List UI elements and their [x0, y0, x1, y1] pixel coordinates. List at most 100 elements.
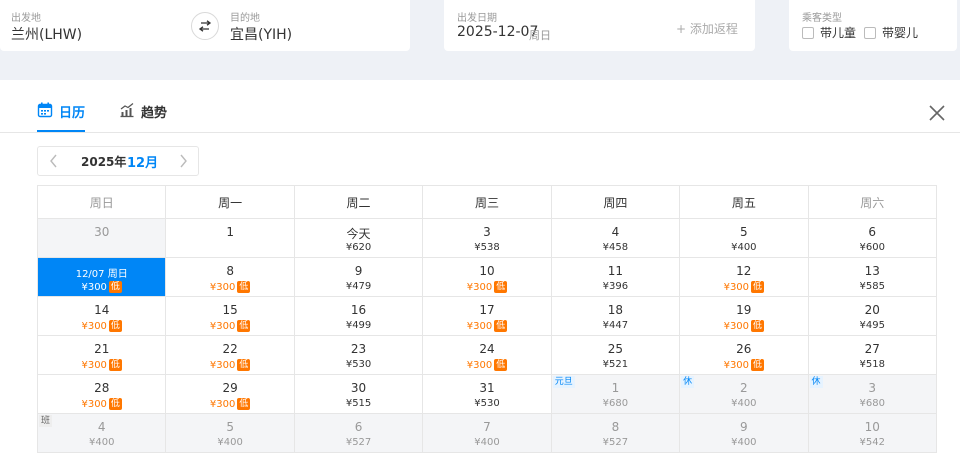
calendar-day-cell[interactable]: 14 ¥300 低: [38, 297, 167, 336]
calendar-day-cell[interactable]: 3 ¥538: [423, 219, 552, 258]
day-number: 16: [350, 303, 367, 317]
calendar-day-cell[interactable]: 10 ¥542: [808, 414, 937, 453]
price-value: ¥620: [345, 242, 372, 253]
tab-calendar[interactable]: 日历: [37, 102, 85, 132]
calendar-day-cell[interactable]: 5 ¥400: [680, 219, 809, 258]
calendar-day-cell[interactable]: 4 ¥458: [551, 219, 681, 258]
day-price: ¥300 低: [423, 359, 550, 371]
calendar-day-cell[interactable]: 8 ¥527: [551, 414, 681, 453]
calendar-day-cell[interactable]: 18 ¥447: [551, 297, 681, 336]
holiday-badge: 休: [681, 376, 695, 388]
infant-checkbox[interactable]: [864, 27, 876, 39]
calendar-icon: [37, 102, 53, 118]
calendar-day-cell[interactable]: 22 ¥300 低: [166, 336, 295, 375]
calendar-day-cell[interactable]: 13 ¥585: [808, 258, 937, 297]
day-price: ¥300 低: [423, 281, 550, 293]
day-price: ¥479: [295, 281, 422, 292]
day-price: ¥396: [552, 281, 679, 292]
day-price: ¥447: [552, 320, 679, 331]
calendar-day-cell[interactable]: 26 ¥300 低: [680, 336, 809, 375]
day-price: ¥530: [423, 398, 550, 409]
origin-field[interactable]: 出发地 兰州(LHW): [0, 0, 190, 51]
calendar-day-cell[interactable]: 30: [38, 219, 167, 258]
day-number: 28: [94, 381, 110, 395]
price-value: ¥600: [859, 242, 885, 253]
calendar-day-cell[interactable]: 7 ¥400: [423, 414, 552, 453]
calendar-day-cell[interactable]: 10 ¥300 低: [423, 258, 552, 297]
destination-field[interactable]: 目的地 宜昌(YIH): [219, 0, 409, 51]
calendar-day-cell[interactable]: 17 ¥300 低: [423, 297, 552, 336]
calendar-day-cell[interactable]: 24 ¥300 低: [423, 336, 552, 375]
calendar-day-cell[interactable]: 9 ¥400: [680, 414, 809, 453]
day-price: ¥527: [295, 437, 422, 448]
day-price: ¥400: [680, 437, 807, 448]
day-number: 22: [222, 342, 238, 356]
day-number: 17: [479, 303, 495, 317]
day-number: 27: [864, 342, 880, 356]
price-value: ¥400: [217, 437, 243, 448]
calendar-day-cell[interactable]: 休 2 ¥400: [680, 375, 809, 414]
holiday-badge: 休: [809, 376, 823, 388]
day-number: 23: [350, 342, 367, 356]
origin-label: 出发地: [11, 13, 41, 24]
weekday-header: 周二: [294, 186, 424, 219]
calendar-day-cell[interactable]: 25 ¥521: [551, 336, 681, 375]
close-icon[interactable]: [928, 104, 946, 122]
day-price: ¥521: [552, 359, 679, 370]
calendar-day-cell[interactable]: 19 ¥300 低: [680, 297, 809, 336]
calendar-day-cell[interactable]: 8 ¥300 低: [166, 258, 295, 297]
calendar-day-cell[interactable]: 16 ¥499: [294, 297, 424, 336]
day-price: ¥530: [295, 359, 422, 370]
calendar-day-cell[interactable]: 12 ¥300 低: [680, 258, 809, 297]
current-month[interactable]: 12月: [127, 156, 159, 171]
child-checkbox[interactable]: [802, 27, 814, 39]
day-number: 19: [736, 303, 752, 317]
price-value: ¥300: [81, 360, 107, 371]
low-price-badge: 低: [108, 320, 122, 332]
calendar-day-cell[interactable]: 30 ¥515: [294, 375, 424, 414]
destination-value: 宜昌(YIH): [230, 27, 293, 43]
chevron-left-icon[interactable]: [48, 153, 60, 169]
price-value: ¥300: [81, 321, 107, 332]
calendar-day-cell[interactable]: 元旦 1 ¥680: [551, 375, 681, 414]
low-price-calendar-panel: 日历 趋势 2025年 12月 周日 周一: [0, 92, 960, 474]
departure-date-field[interactable]: 出发日期 2025-12-07 周日: [444, 0, 644, 51]
chevron-right-icon[interactable]: [177, 153, 189, 169]
calendar-day-cell[interactable]: 15 ¥300 低: [166, 297, 295, 336]
calendar-day-cell[interactable]: 28 ¥300 低: [38, 375, 167, 414]
low-price-badge: 低: [751, 281, 765, 293]
calendar-day-cell-selected[interactable]: 12/07 周日 ¥300 低: [38, 258, 167, 297]
price-value: ¥515: [345, 398, 372, 409]
price-value: ¥300: [81, 282, 107, 293]
calendar-day-cell[interactable]: 31 ¥530: [423, 375, 552, 414]
price-value: ¥680: [602, 398, 629, 409]
tab-trend[interactable]: 趋势: [119, 102, 167, 132]
price-value: ¥300: [466, 321, 493, 332]
day-number: 29: [222, 381, 238, 395]
add-return-button[interactable]: + 添加返程: [676, 22, 738, 36]
calendar-day-cell[interactable]: 23 ¥530: [294, 336, 424, 375]
calendar-day-cell[interactable]: 20 ¥495: [808, 297, 937, 336]
calendar-day-cell[interactable]: 5 ¥400: [166, 414, 295, 453]
calendar-day-cell[interactable]: 6 ¥600: [808, 219, 937, 258]
infant-checkbox-label[interactable]: 带婴儿: [882, 26, 919, 40]
day-price: ¥300 低: [38, 320, 165, 332]
calendar-day-cell[interactable]: 11 ¥396: [551, 258, 681, 297]
calendar-day-cell[interactable]: 9 ¥479: [294, 258, 424, 297]
holiday-badge: 元旦: [552, 376, 575, 388]
calendar-day-cell[interactable]: 今天 ¥620: [294, 219, 424, 258]
child-checkbox-label[interactable]: 带儿童: [820, 26, 857, 40]
swap-button[interactable]: [191, 12, 219, 40]
workday-badge: 班: [39, 415, 53, 427]
calendar-day-cell[interactable]: 1: [166, 219, 295, 258]
calendar-day-cell[interactable]: 29 ¥300 低: [166, 375, 295, 414]
day-price: ¥542: [809, 437, 936, 448]
day-price: ¥400: [423, 437, 550, 448]
calendar-day-cell[interactable]: 班 4 ¥400: [38, 414, 167, 453]
calendar-day-cell[interactable]: 6 ¥527: [294, 414, 424, 453]
calendar-day-cell[interactable]: 休 3 ¥680: [808, 375, 937, 414]
calendar-day-cell[interactable]: 27 ¥518: [808, 336, 937, 375]
price-value: ¥447: [602, 320, 629, 331]
calendar-day-cell[interactable]: 21 ¥300 低: [38, 336, 167, 375]
low-price-badge: 低: [751, 359, 765, 371]
